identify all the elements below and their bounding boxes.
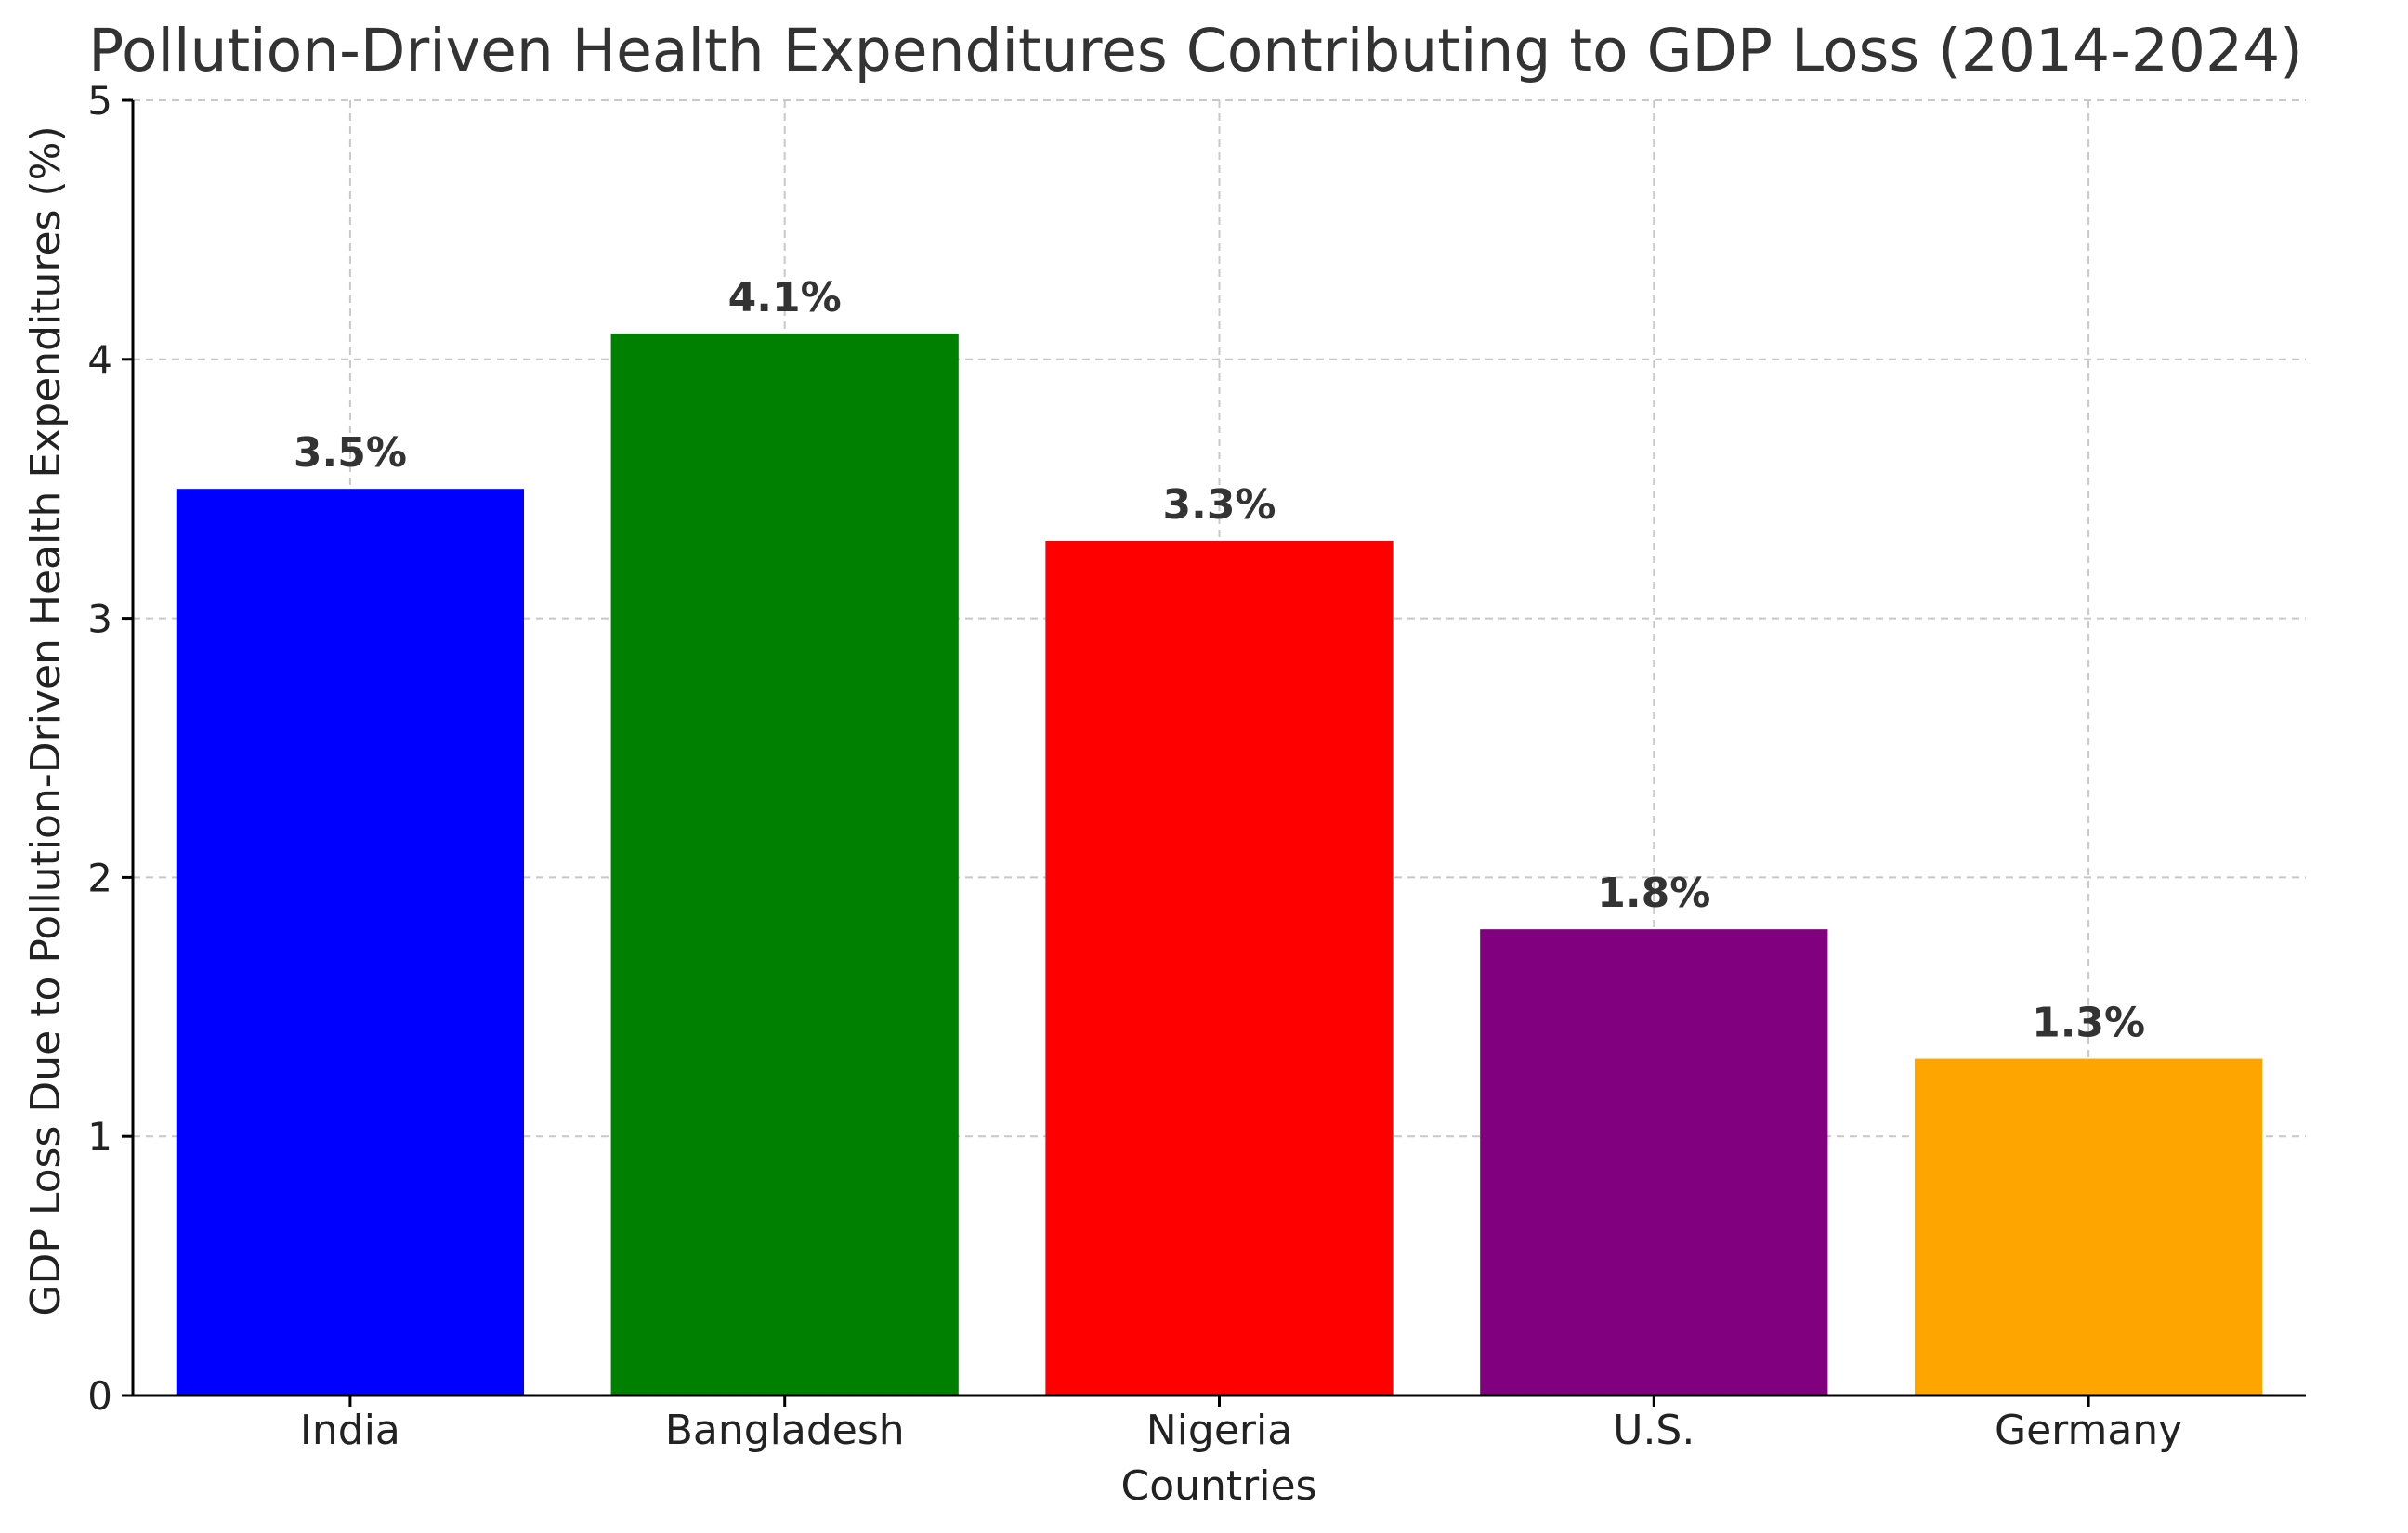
y-tick-label: 1 xyxy=(87,1114,112,1160)
bar xyxy=(176,489,525,1395)
y-axis-title: GDP Loss Due to Pollution-Driven Health … xyxy=(22,125,70,1316)
data-label: 3.3% xyxy=(1162,481,1276,529)
y-tick-label: 3 xyxy=(87,596,112,642)
x-tick-label: U.S. xyxy=(1613,1407,1695,1454)
bar xyxy=(1480,929,1828,1395)
bar xyxy=(1914,1058,2263,1395)
y-tick-label: 4 xyxy=(87,337,112,383)
y-tick-label: 5 xyxy=(87,78,112,124)
y-tick-label: 2 xyxy=(87,855,112,900)
data-label: 3.5% xyxy=(294,429,407,477)
y-tick-label: 0 xyxy=(87,1373,112,1419)
axes: 0 1 2 3 4 5 India Bangladesh Nigeria U.S. Germany xyxy=(87,78,2306,1454)
x-tick-label: India xyxy=(300,1407,400,1454)
data-labels: 3.5% 4.1% 3.3% 1.8% 1.3% xyxy=(294,274,2145,1047)
data-label: 1.3% xyxy=(2032,1000,2145,1047)
data-label: 4.1% xyxy=(728,274,842,321)
data-label: 1.8% xyxy=(1597,870,1710,917)
bar xyxy=(1045,540,1394,1395)
x-tick-label: Germany xyxy=(1995,1407,2182,1454)
chart-title: Pollution-Driven Health Expenditures Con… xyxy=(88,17,2302,85)
x-axis-title: Countries xyxy=(1121,1462,1317,1510)
x-tick-label: Bangladesh xyxy=(665,1407,905,1454)
bar xyxy=(610,333,959,1395)
bars xyxy=(176,333,2263,1395)
x-tick-label: Nigeria xyxy=(1146,1407,1292,1454)
